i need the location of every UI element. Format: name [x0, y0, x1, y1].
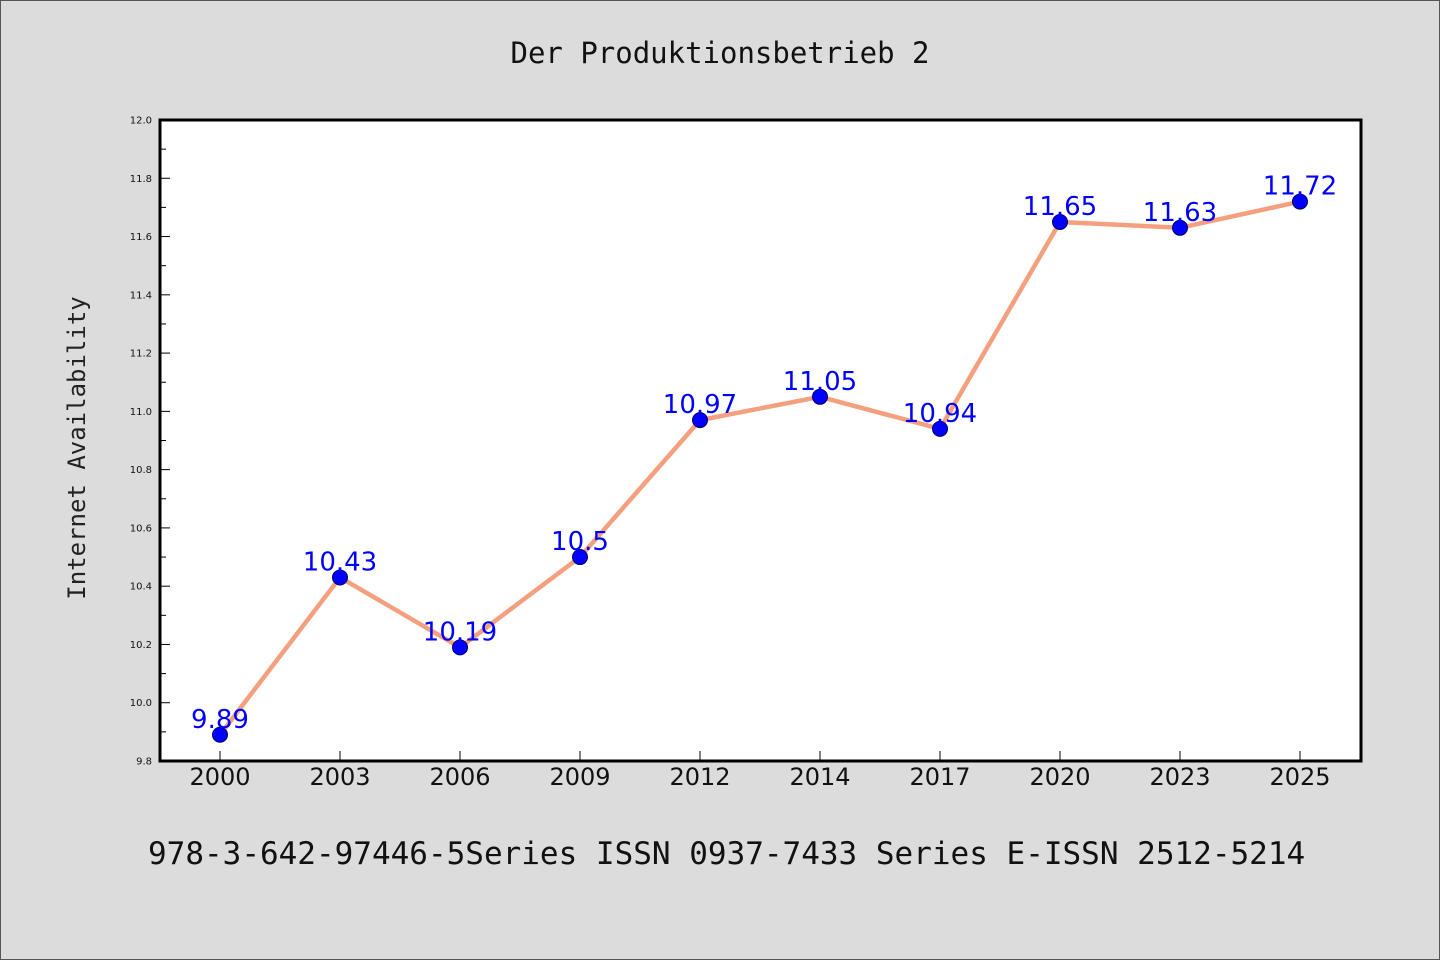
chart-title: Der Produktionsbetrieb 2 — [510, 36, 929, 70]
x-tick-label: 2017 — [909, 763, 970, 791]
series-layer — [212, 193, 1308, 743]
footer-isbn-issn: 978-3-642-97446-5Series ISSN 0937-7433 S… — [148, 836, 1305, 872]
x-tick-label: 2014 — [789, 763, 850, 791]
y-tick-label: 10.2 — [130, 640, 152, 651]
y-axis: 9.8 10.0 10.2 10.4 10.6 10.8 11.0 11.2 11.4 11.6 1… — [130, 116, 170, 768]
x-axis: 2000 2003 2006 2009 2012 2014 2017 2020 2023 2025 — [189, 751, 1331, 791]
data-point — [212, 726, 228, 743]
data-point — [452, 639, 468, 656]
x-tick-label: 2009 — [549, 763, 610, 791]
y-tick-label: 11.0 — [130, 407, 152, 418]
data-point — [1292, 193, 1308, 210]
x-tick-label: 2003 — [309, 763, 370, 791]
y-tick-label: 11.8 — [130, 174, 152, 185]
data-point — [692, 412, 708, 429]
x-tick-label: 2023 — [1149, 763, 1210, 791]
y-tick-label: 9.8 — [136, 757, 152, 768]
y-tick-label: 11.4 — [130, 290, 152, 301]
data-label: 11.63 — [1143, 198, 1217, 228]
data-label: 10.19 — [423, 617, 497, 647]
y-tick-label: 10.6 — [130, 523, 152, 534]
data-label: 11.72 — [1263, 172, 1337, 202]
data-label: 11.05 — [783, 367, 857, 397]
y-tick-label: 12.0 — [130, 116, 152, 127]
data-point — [1052, 213, 1068, 230]
data-label: 10.94 — [903, 399, 977, 429]
data-point — [1172, 219, 1188, 236]
data-label: 9.89 — [191, 705, 249, 735]
y-tick-label: 10.0 — [130, 698, 152, 709]
series-line — [217, 199, 1303, 738]
data-point — [812, 388, 828, 405]
data-labels: 9.89 10.43 10.19 10.5 10.97 11.05 10.94 11.65 11… — [191, 172, 1337, 735]
x-tick-label: 2000 — [189, 763, 250, 791]
data-point — [932, 420, 948, 437]
y-tick-label: 11.6 — [130, 232, 152, 243]
x-tick-label: 2025 — [1269, 763, 1330, 791]
data-point — [332, 569, 348, 586]
data-label: 10.43 — [303, 547, 377, 577]
data-label: 10.97 — [663, 390, 737, 420]
x-tick-label: 2020 — [1029, 763, 1090, 791]
data-label: 10.5 — [551, 527, 609, 557]
data-label: 11.65 — [1023, 192, 1097, 222]
y-tick-label: 11.2 — [130, 349, 152, 360]
data-point — [572, 549, 588, 566]
y-tick-label: 10.8 — [130, 465, 152, 476]
y-tick-label: 10.4 — [130, 582, 152, 593]
x-tick-label: 2006 — [429, 763, 490, 791]
y-axis-label: Internet Availability — [63, 296, 91, 599]
x-tick-label: 2012 — [669, 763, 730, 791]
